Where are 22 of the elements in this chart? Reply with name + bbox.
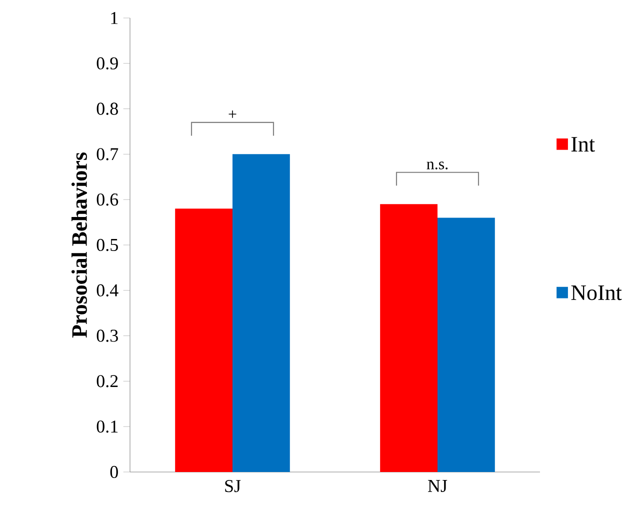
x-tick-label: SJ xyxy=(225,480,241,492)
y-tick-label: 0.4 xyxy=(96,284,118,296)
y-tick-label: 0.7 xyxy=(96,148,118,160)
y-tick-label: 1 xyxy=(111,12,118,24)
annotation: + xyxy=(228,110,236,118)
y-tick-label: 0.8 xyxy=(96,102,118,115)
bar xyxy=(175,208,232,472)
annotation: n.s. xyxy=(426,162,448,170)
bar xyxy=(232,154,290,472)
y-tick-label: 0.6 xyxy=(96,193,118,206)
y-tick-label: 0.5 xyxy=(96,238,118,252)
y-tick-label: 0.3 xyxy=(96,330,118,342)
x-tick-label: NJ xyxy=(428,480,448,492)
y-tick-label: 0 xyxy=(110,466,118,478)
y-tick-label: 0.1 xyxy=(96,420,118,433)
legend-label: Int xyxy=(571,137,595,152)
y-tick-label: 0.2 xyxy=(96,375,118,388)
y-axis-title: Prosocial Behaviors xyxy=(71,152,87,338)
bar xyxy=(380,204,438,472)
legend-label: NoInt xyxy=(571,285,622,300)
bar xyxy=(438,218,495,472)
y-tick-label: 0.9 xyxy=(96,57,118,70)
